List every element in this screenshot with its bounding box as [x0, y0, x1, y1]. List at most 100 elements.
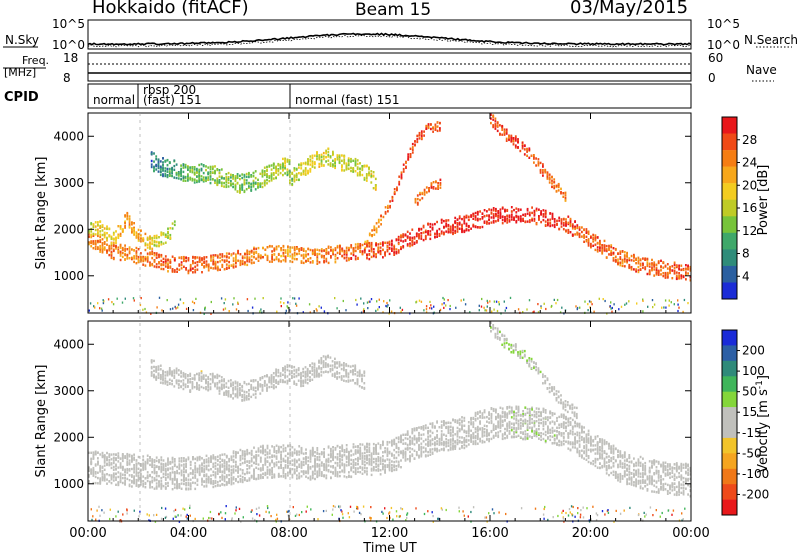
velocity-cell: [192, 469, 194, 472]
power-cell: [596, 250, 599, 253]
velocity-cell: [219, 476, 221, 479]
velocity-cell: [151, 471, 154, 474]
power-cell: [131, 221, 133, 224]
power-cell: [124, 224, 126, 228]
noise-cell: [425, 311, 428, 314]
power-cell: [486, 220, 488, 223]
power-cell: [103, 241, 106, 244]
velocity-cell: [185, 464, 187, 468]
power-cell: [501, 133, 504, 136]
velocity-cell: [296, 459, 298, 462]
power-cell: [393, 251, 396, 254]
velocity-cell: [239, 459, 242, 462]
velocity-cell: [137, 485, 140, 488]
velocity-cell: [128, 479, 131, 482]
velocity-cell: [248, 460, 251, 463]
power-cell: [496, 121, 499, 125]
noise-cell: [449, 308, 451, 311]
power-cell: [168, 170, 171, 173]
power-cell: [356, 174, 359, 177]
velocity-cell: [415, 451, 418, 454]
velocity-cell: [336, 458, 339, 461]
power-cell: [581, 230, 583, 234]
power-cell: [655, 268, 658, 271]
power-cell: [461, 230, 463, 234]
power-cell: [352, 247, 355, 251]
noise-cell: [687, 302, 689, 305]
power-cell: [637, 262, 640, 265]
velocity-cell: [235, 479, 237, 482]
velocity-cell: [153, 470, 156, 473]
velocity-cell: [239, 480, 242, 483]
power-cell: [248, 251, 251, 254]
power-cell: [162, 161, 164, 164]
power-cell: [121, 248, 124, 251]
power-cell: [373, 227, 376, 230]
power-cell: [235, 265, 237, 268]
noise-cell: [369, 300, 371, 303]
velocity-cell: [183, 470, 185, 474]
power-cell: [614, 258, 617, 262]
power-cell: [492, 115, 495, 118]
velocity-cell: [307, 456, 310, 459]
power-cell: [345, 246, 348, 249]
velocity-cell: [196, 457, 199, 460]
power-cell: [439, 129, 441, 132]
power-cell: [334, 247, 337, 250]
power-cell: [438, 227, 441, 231]
velocity-cell: [241, 472, 244, 475]
power-cell: [223, 268, 226, 271]
velocity-cell: [352, 453, 355, 456]
noise-cell: [486, 299, 488, 302]
power-cell: [216, 267, 219, 270]
power-cell: [660, 265, 662, 268]
velocity-cell: [173, 463, 176, 466]
velocity-cell: [336, 475, 339, 478]
power-cell: [633, 255, 635, 258]
velocity-cell: [311, 446, 314, 450]
power-cell: [151, 256, 154, 260]
power-cell: [505, 132, 508, 135]
power-cell: [423, 190, 426, 194]
power-cell: [590, 236, 592, 239]
velocity-cell: [327, 470, 330, 473]
velocity-cell: [221, 475, 224, 479]
power-cell: [94, 245, 97, 248]
cpid-segment-text: (fast) 151: [143, 93, 202, 107]
velocity-cell: [384, 466, 386, 469]
power-cell: [506, 218, 509, 222]
power-cell: [158, 255, 160, 259]
power-cell: [112, 241, 115, 244]
power-cell: [533, 157, 535, 160]
velocity-cell: [273, 446, 276, 449]
power-cell: [262, 255, 264, 259]
velocity-cell: [110, 478, 113, 481]
velocity-cell: [284, 465, 287, 468]
power-cell: [327, 163, 330, 166]
velocity-cell: [112, 453, 115, 456]
velocity-cell: [149, 473, 151, 477]
power-cell: [205, 165, 207, 168]
velocity-cell: [345, 447, 348, 450]
power-cell: [400, 239, 402, 242]
power-cell: [350, 157, 352, 161]
velocity-cell: [99, 469, 102, 472]
velocity-cell: [363, 471, 366, 474]
noise-cell: [251, 306, 254, 309]
power-cell: [158, 241, 160, 244]
power-cell: [151, 252, 154, 255]
power-cell: [207, 263, 210, 266]
velocity-cell: [221, 483, 224, 486]
velocity-cell: [142, 480, 145, 483]
power-cell: [488, 218, 490, 221]
velocity-cell: [210, 482, 212, 485]
power-cell: [356, 166, 359, 169]
power-cell: [375, 230, 378, 234]
velocity-cell: [164, 470, 167, 473]
power-cell: [216, 268, 219, 272]
velocity-cell: [366, 461, 368, 465]
velocity-cell: [246, 471, 249, 474]
velocity-cell: [153, 487, 156, 490]
power-cell: [137, 228, 140, 232]
power-cell: [540, 210, 542, 213]
